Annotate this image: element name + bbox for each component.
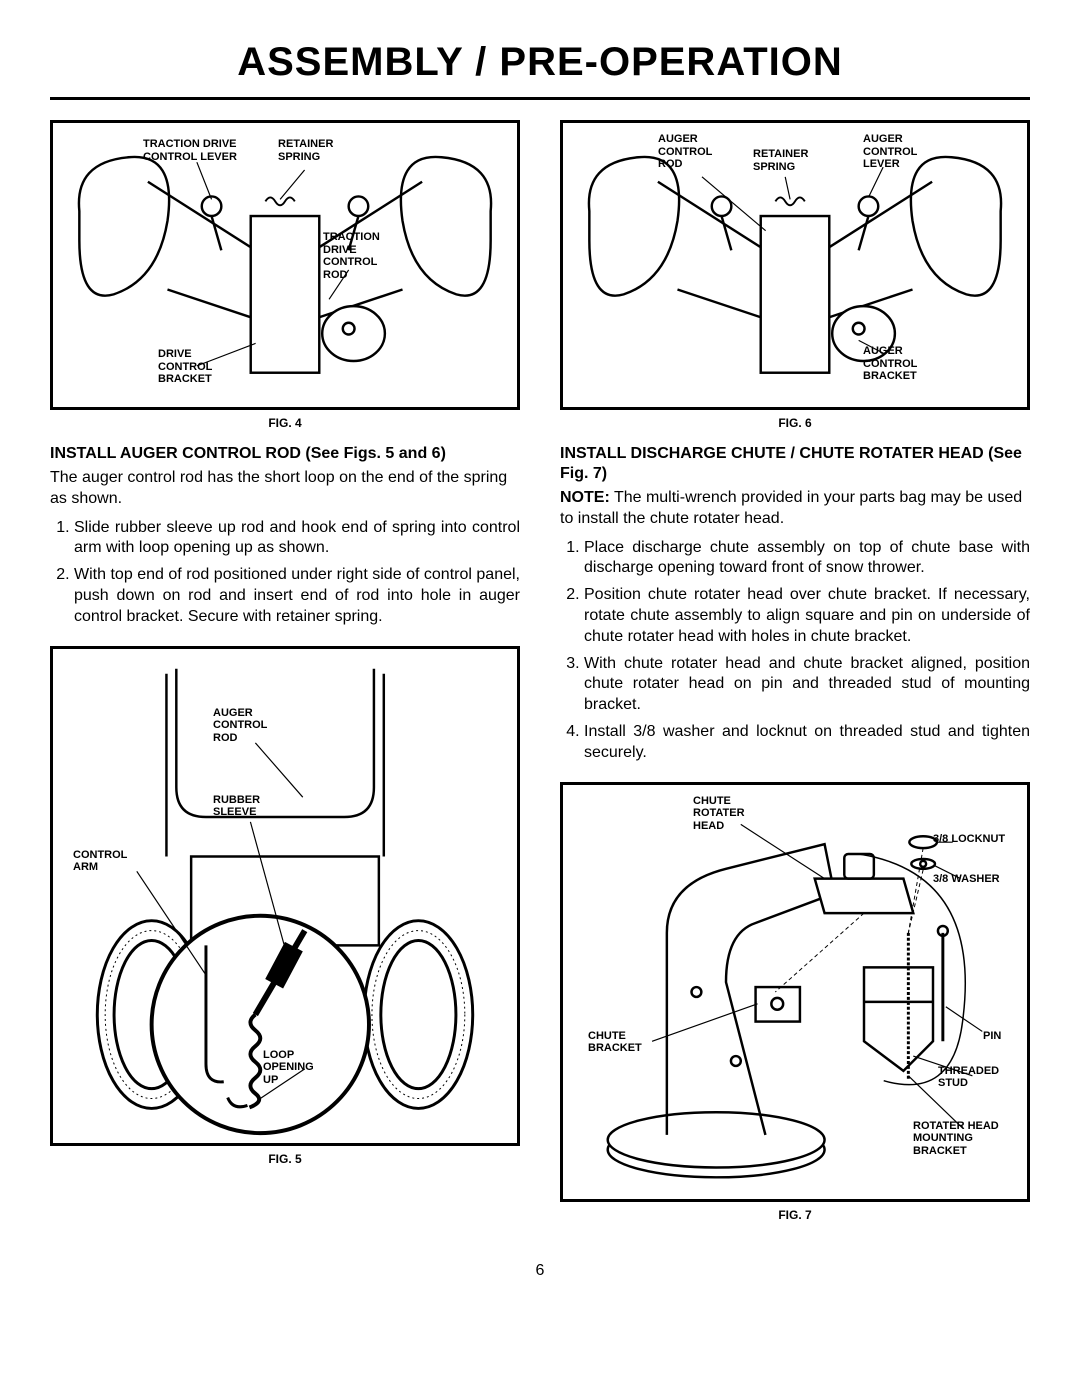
- fig7-label-bracket: CHUTE BRACKET: [588, 1030, 642, 1055]
- fig6-label-rod: AUGER CONTROL ROD: [658, 133, 712, 171]
- right-step-2: Position chute rotater head over chute b…: [584, 585, 1030, 647]
- left-column: TRACTION DRIVE CONTROL LEVER RETAINER SP…: [50, 120, 520, 1222]
- fig7-label-head: CHUTE ROTATER HEAD: [693, 795, 745, 833]
- fig6-label-lever: AUGER CONTROL LEVER: [863, 133, 917, 171]
- figure-5: AUGER CONTROL ROD RUBBER SLEEVE CONTROL …: [50, 646, 520, 1146]
- fig6-caption: FIG. 6: [560, 416, 1030, 430]
- fig5-label-sleeve: RUBBER SLEEVE: [213, 794, 260, 819]
- figure-4: TRACTION DRIVE CONTROL LEVER RETAINER SP…: [50, 120, 520, 410]
- page-number: 6: [50, 1262, 1030, 1280]
- fig6-label-bracket: AUGER CONTROL BRACKET: [863, 345, 917, 383]
- fig4-label-bracket: DRIVE CONTROL BRACKET: [158, 348, 212, 386]
- fig7-label-washer: 3/8 WASHER: [933, 873, 1000, 886]
- right-step-3: With chute rotater head and chute bracke…: [584, 654, 1030, 716]
- fig7-label-locknut: 3/8 LOCKNUT: [933, 833, 1005, 846]
- fig4-label-spring: RETAINER SPRING: [278, 138, 333, 163]
- right-heading: INSTALL DISCHARGE CHUTE / CHUTE ROTATER …: [560, 444, 1030, 484]
- right-step-4: Install 3/8 washer and locknut on thread…: [584, 722, 1030, 764]
- fig4-diagram: [53, 123, 517, 407]
- fig7-label-pin: PIN: [983, 1030, 1001, 1043]
- left-steps: Slide rubber sleeve up rod and hook end …: [50, 518, 520, 628]
- figure-7: CHUTE ROTATER HEAD 3/8 LOCKNUT 3/8 WASHE…: [560, 782, 1030, 1202]
- fig5-label-rod: AUGER CONTROL ROD: [213, 707, 267, 745]
- page-title: ASSEMBLY / PRE-OPERATION: [50, 40, 1030, 85]
- right-column: AUGER CONTROL ROD RETAINER SPRING AUGER …: [560, 120, 1030, 1222]
- fig6-label-spring: RETAINER SPRING: [753, 148, 808, 173]
- fig4-label-rod: TRACTION DRIVE CONTROL ROD: [323, 231, 380, 282]
- left-intro: The auger control rod has the short loop…: [50, 468, 520, 510]
- left-heading: INSTALL AUGER CONTROL ROD (See Figs. 5 a…: [50, 444, 520, 464]
- left-step-2: With top end of rod positioned under rig…: [74, 565, 520, 627]
- two-column-layout: TRACTION DRIVE CONTROL LEVER RETAINER SP…: [50, 120, 1030, 1222]
- right-steps: Place discharge chute assembly on top of…: [560, 538, 1030, 764]
- fig5-label-arm: CONTROL ARM: [73, 849, 127, 874]
- fig5-label-loop: LOOP OPENING UP: [263, 1049, 314, 1087]
- right-note: NOTE: The multi-wrench provided in your …: [560, 488, 1030, 530]
- fig7-label-stud: THREADED STUD: [938, 1065, 999, 1090]
- right-step-1: Place discharge chute assembly on top of…: [584, 538, 1030, 580]
- left-step-1: Slide rubber sleeve up rod and hook end …: [74, 518, 520, 560]
- title-rule: [50, 97, 1030, 100]
- fig4-caption: FIG. 4: [50, 416, 520, 430]
- fig4-label-lever: TRACTION DRIVE CONTROL LEVER: [143, 138, 237, 163]
- fig7-caption: FIG. 7: [560, 1208, 1030, 1222]
- note-label: NOTE:: [560, 489, 610, 506]
- fig5-caption: FIG. 5: [50, 1152, 520, 1166]
- fig7-label-mount: ROTATER HEAD MOUNTING BRACKET: [913, 1120, 999, 1158]
- note-body: The multi-wrench provided in your parts …: [560, 489, 1022, 527]
- figure-6: AUGER CONTROL ROD RETAINER SPRING AUGER …: [560, 120, 1030, 410]
